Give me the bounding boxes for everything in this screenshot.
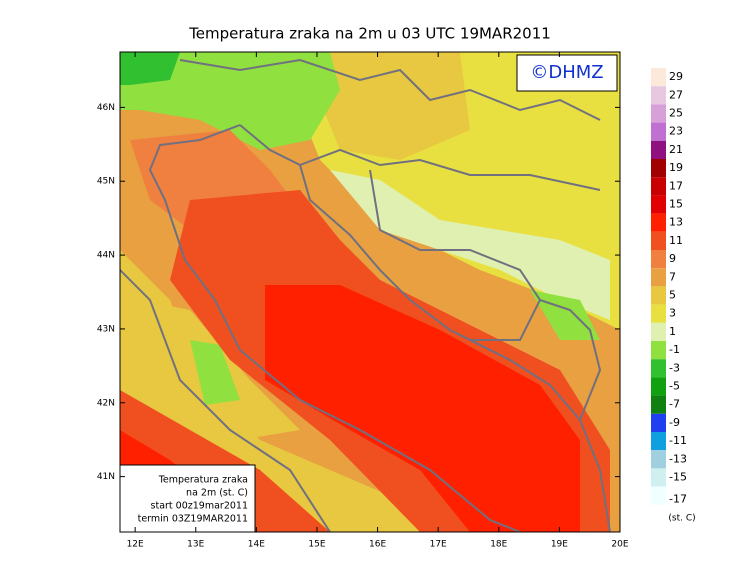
colorbar-box xyxy=(651,450,666,469)
colorbar-label: 5 xyxy=(669,289,676,302)
coastlines xyxy=(120,58,611,532)
colorbar-label: 1 xyxy=(669,325,676,338)
colorbar-box xyxy=(651,395,666,414)
colorbar-label: 29 xyxy=(669,70,683,83)
copyright: ©DHMZ xyxy=(530,62,603,83)
colorbar-label: 3 xyxy=(669,307,676,320)
colorbar-box xyxy=(651,86,666,105)
colorbar-label: 19 xyxy=(669,161,683,174)
colorbar-box xyxy=(651,341,666,360)
y-tick-label: 41N xyxy=(97,472,115,482)
axes: 12E 13E 14E 15E 16E 17E 18E 19E 20E 41N 42N 43N 44N 4… xyxy=(97,52,629,550)
y-tick-label: 46N xyxy=(97,103,115,113)
colorbar-box xyxy=(651,104,666,123)
colorbar-label: -13 xyxy=(669,452,687,465)
colorbar-label: -11 xyxy=(669,434,687,447)
info-line: na 2m (st. C) xyxy=(186,488,248,499)
colorbar-label: -5 xyxy=(669,380,680,393)
colorbar-box xyxy=(651,140,666,159)
colorbar-box xyxy=(651,486,666,505)
x-tick-label: 19E xyxy=(551,540,568,550)
x-tick-label: 18E xyxy=(490,540,507,550)
x-tick-label: 14E xyxy=(248,540,265,550)
temperature-field xyxy=(120,52,620,532)
x-tick-label: 13E xyxy=(187,540,204,550)
copyright-box xyxy=(516,54,618,92)
colorbar-box xyxy=(651,268,666,287)
x-tick-label: 12E xyxy=(127,540,144,550)
colorbar-label: -17 xyxy=(669,493,687,506)
info-line: Temperatura zraka xyxy=(158,475,248,486)
colorbar-label: 25 xyxy=(669,107,683,120)
colorbar-box xyxy=(651,413,666,432)
colorbar-box xyxy=(651,359,666,378)
colorbar-box xyxy=(651,122,666,141)
colorbar-box xyxy=(651,159,666,178)
colorbar-box xyxy=(651,468,666,487)
colorbar-label: 9 xyxy=(669,252,676,265)
x-tick-label: 20E xyxy=(611,540,628,550)
x-tick-label: 17E xyxy=(430,540,447,550)
y-tick-label: 44N xyxy=(97,251,115,261)
colorbar: 29 27 25 23 21 19 17 15 13 11 9 7 5 3 1 -1 -3 -5 -7 -9 -11 -1… xyxy=(651,68,696,523)
x-tick-label: 15E xyxy=(308,540,325,550)
colorbar-label: -15 xyxy=(669,471,687,484)
y-tick-label: 45N xyxy=(97,177,115,187)
x-tick-label: 16E xyxy=(369,540,386,550)
colorbar-box xyxy=(651,177,666,196)
y-tick-label: 43N xyxy=(97,324,115,334)
colorbar-label: 23 xyxy=(669,125,683,138)
colorbar-unit: (st. C) xyxy=(668,513,695,523)
map-frame xyxy=(119,51,621,533)
colorbar-label: -3 xyxy=(669,361,680,374)
colorbar-label: 27 xyxy=(669,88,683,101)
colorbar-label: 15 xyxy=(669,198,683,211)
colorbar-box xyxy=(651,68,666,87)
colorbar-box xyxy=(651,377,666,396)
info-line: termin 03Z19MAR2011 xyxy=(138,514,248,525)
colorbar-label: 17 xyxy=(669,179,683,192)
colorbar-label: -7 xyxy=(669,398,680,411)
colorbar-box xyxy=(651,231,666,250)
colorbar-label: -1 xyxy=(669,343,680,356)
colorbar-label: 21 xyxy=(669,143,683,156)
colorbar-box xyxy=(651,213,666,232)
colorbar-box xyxy=(651,250,666,269)
colorbar-label: 13 xyxy=(669,216,683,229)
colorbar-label: -9 xyxy=(669,416,680,429)
colorbar-box xyxy=(651,322,666,341)
colorbar-box xyxy=(651,304,666,323)
info-line: start 00z19mar2011 xyxy=(151,501,248,512)
y-tick-label: 42N xyxy=(97,398,115,408)
info-text: Temperatura zraka na 2m (st. C) start 00z1… xyxy=(138,475,248,525)
colorbar-label: 7 xyxy=(669,270,676,283)
colorbar-label: 11 xyxy=(669,234,683,247)
title: Temperatura zraka na 2m u 03 UTC 19MAR20… xyxy=(188,25,551,43)
colorbar-box xyxy=(651,195,666,214)
colorbar-box xyxy=(651,286,666,305)
info-box xyxy=(119,464,256,533)
colorbar-box xyxy=(651,432,666,451)
